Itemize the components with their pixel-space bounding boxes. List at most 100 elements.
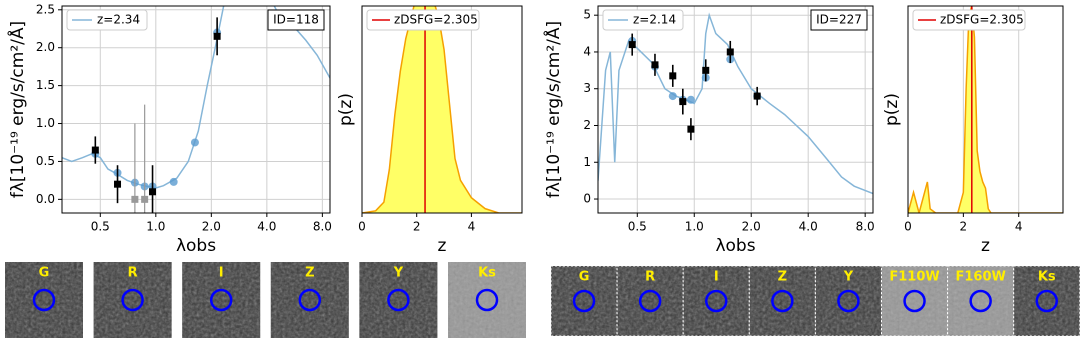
source-marker [387,288,410,312]
y-tick-label: 1.5 [36,78,55,92]
legend-label: zDSFG=2.305 [394,13,478,27]
data-point [726,48,734,56]
x-tick-label: 2 [960,220,968,234]
y-tick-label: 1.0 [36,116,55,130]
plot-area [908,6,1063,213]
legend-box [912,9,1026,31]
cutout-label: I [714,270,719,285]
y-tick-label: 3 [583,81,591,95]
data-point [651,61,659,69]
plot-area [598,12,873,195]
data-point [702,66,710,74]
model-point [686,95,695,104]
x-tick-label: 8.0 [313,220,332,234]
cutout-noise [617,266,684,336]
y-axis-label: fλ[10⁻¹⁹ erg/s/cm²/Å] [6,21,28,198]
x-tick-label: 0.5 [91,220,110,234]
cutout-label: Y [843,270,854,285]
axes-frame [61,5,331,214]
source-marker [32,288,56,312]
data-point [679,98,687,106]
legend-label: z=2.14 [633,13,676,27]
data-point [91,146,99,154]
pdf-line [362,6,522,213]
source-marker [209,288,233,312]
legend-box [366,9,480,31]
cutout-noise [551,266,618,336]
chart-panel: 0.5 1.0 2.0 4.0 8.0 0.0 0.5 1.0 1.5 2.0 2.5 λobs fλ[… [6,2,332,256]
plot-area [362,6,522,213]
x-axis-label: z [981,236,990,256]
cutout-noise [5,262,83,338]
data-point [149,188,157,196]
x-tick-label: 4 [468,220,476,234]
chart-panel: 0.5 1.0 2.0 4.0 8.0 0 1 2 3 4 5 λobs fλ[10⁻¹⁹ erg/s/… [542,5,875,256]
source-marker [837,289,860,313]
model-line [598,12,873,195]
cutout-noise [182,262,261,338]
chart-panel: 0 2 4 z p(z) zDSFG=2.305 [882,5,1064,256]
x-tick-label: 2 [413,220,421,234]
legend-box [602,9,684,31]
y-axis-label: fλ[10⁻¹⁹ erg/s/cm²/Å] [542,21,564,198]
data-point [114,180,122,188]
x-axis-label: λobs [176,236,216,256]
x-axis-label: z [438,236,447,256]
cutout-noise [749,266,816,336]
cutout-noise [815,266,882,336]
cutout-noise [270,262,349,338]
annotation: ID=118 [273,13,319,27]
axes-frame [907,5,1064,214]
source-marker [121,288,144,312]
cutout-label: G [579,270,590,285]
cutout-label: Z [778,270,787,285]
x-axis-label: λobs [715,236,755,256]
cutout-strip: G R I Z Y Ks [5,262,526,338]
x-tick-label: 1.0 [685,220,704,234]
model-point [190,138,199,147]
legend-label: zDSFG=2.305 [940,13,1024,27]
y-tick-label: 0.0 [36,192,55,206]
y-tick-label: 2.0 [36,40,55,54]
x-tick-label: 2.0 [742,220,761,234]
cutout-noise [683,266,750,336]
cutout-label: R [645,270,655,285]
source-marker [572,289,596,313]
y-tick-label: 5 [583,8,591,22]
x-tick-label: 0 [358,220,366,234]
source-marker [903,289,926,313]
x-tick-label: 4 [1015,220,1023,234]
cutout-noise [359,262,438,338]
annotation-box [267,9,325,31]
source-marker [475,288,499,312]
x-tick-label: 8.0 [856,220,875,234]
x-tick-label: 1.0 [146,220,165,234]
y-tick-label: 0.5 [36,154,55,168]
x-tick-label: 2.0 [202,220,221,234]
cutout-label: Ks [1038,270,1056,285]
cutout-noise [947,266,1014,336]
model-point [668,92,677,101]
source-marker [1035,289,1058,313]
annotation: ID=227 [816,13,862,27]
axes-frame [597,5,874,214]
y-tick-label: 4 [583,44,591,58]
chart-panel: 0 2 4 z p(z) zDSFG=2.305 [336,5,523,256]
data-point [131,195,139,203]
model-point [169,177,178,186]
y-axis-label: p(z) [336,93,356,126]
cutout-label: Ks [478,266,496,281]
area-fill [908,6,1063,213]
data-point [687,125,695,133]
legend: z=2.14 [602,9,684,31]
source-marker [298,288,322,312]
x-tick-label: 0.5 [628,220,647,234]
cutout-strip: G R I Z Y F110W F160W Ks [550,265,1080,337]
pdf-line [908,6,1063,213]
cutout-label: G [39,266,50,281]
area-fill [362,6,522,213]
legend: z=2.34 [66,9,148,31]
y-tick-label: 2 [583,118,591,132]
cutout-noise [448,262,526,338]
